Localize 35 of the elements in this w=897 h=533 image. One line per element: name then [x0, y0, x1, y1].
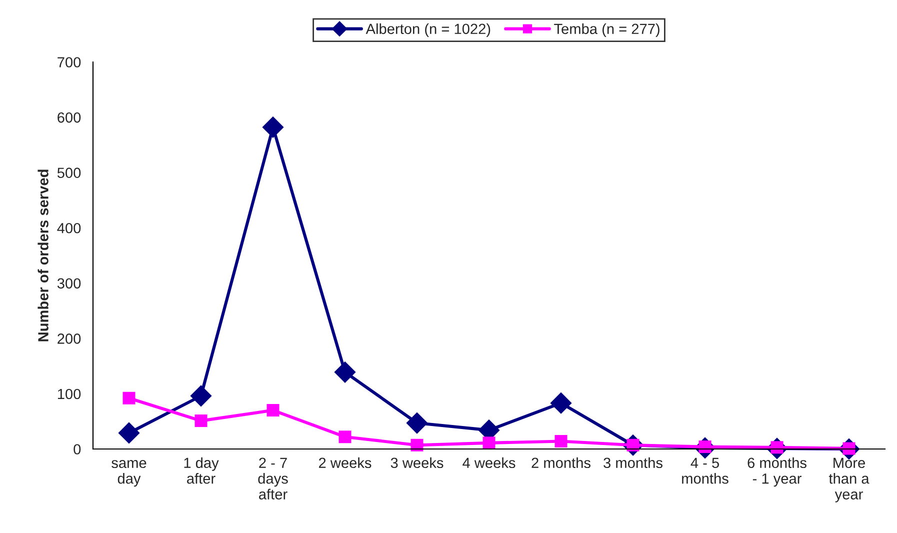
point [550, 392, 572, 414]
point [262, 116, 284, 138]
point [190, 385, 212, 406]
point [334, 362, 356, 383]
y-tick-label: 400 [57, 222, 81, 234]
legend-label: Temba (n = 277) [554, 23, 660, 37]
point [554, 435, 568, 448]
y-axis-title: Number of orders served [38, 170, 48, 342]
point [482, 436, 496, 450]
x-tick-label: 4 weeks [462, 457, 516, 468]
point [194, 414, 208, 428]
x-tick-label: 2 - 7 days after [258, 458, 288, 500]
y-tick-label: 0 [74, 444, 81, 454]
x-tick-label: More than a year [828, 458, 870, 502]
y-tick-label: 300 [57, 278, 81, 289]
point [338, 430, 352, 444]
y-tick-label: 500 [57, 168, 81, 178]
x-tick-label: 2 months [532, 457, 590, 468]
point [118, 422, 140, 444]
point [410, 438, 424, 452]
y-tick-label: 200 [58, 334, 81, 344]
point [122, 392, 136, 404]
point [406, 412, 428, 434]
x-tick-label: 3 months [604, 457, 662, 468]
y-tick-label: 700 [58, 57, 81, 68]
x-tick-label: 1 day after [184, 457, 219, 484]
x-tick-label: 3 weeks [390, 457, 444, 468]
y-tick-label: 100 [58, 388, 81, 400]
x-tick-label: same day [112, 460, 146, 487]
x-tick-label: 2 weeks [318, 457, 372, 468]
x-tick-label: 6 months - 1 year [748, 457, 806, 487]
x-tick-label: 4 - 5 months [682, 458, 728, 484]
y-tick-label: 600 [58, 112, 81, 123]
legend-label: Alberton (n = 1022) [366, 23, 490, 37]
point [266, 404, 280, 417]
